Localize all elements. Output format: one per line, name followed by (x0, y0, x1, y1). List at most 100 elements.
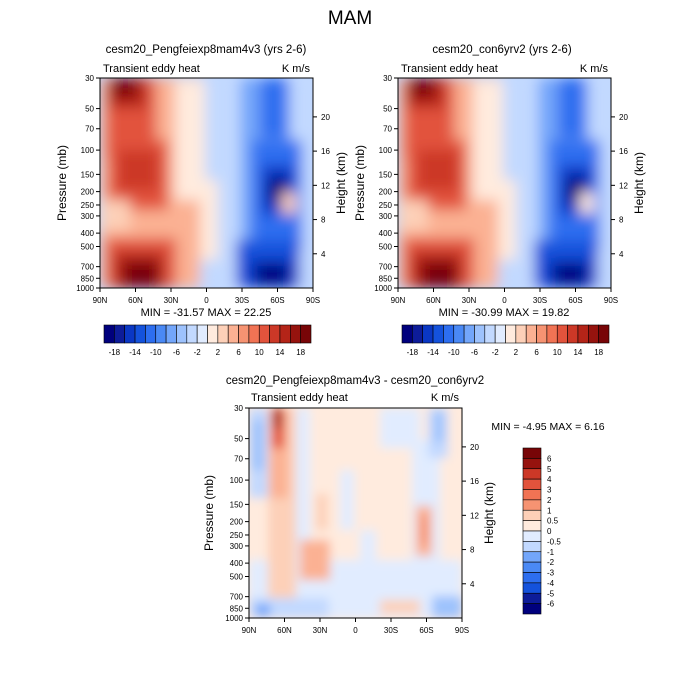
y-tick-label: 150 (230, 500, 244, 509)
colorbar-box (505, 324, 517, 344)
y-tick-label: 250 (379, 201, 393, 210)
colorbar: -18 -14 -10 -6 -2 2 6 10 14 18 (103, 324, 312, 357)
colorbar-label: -6 (547, 600, 555, 609)
x-tick-label: 60S (568, 296, 582, 305)
colorbar-box (567, 324, 579, 344)
y-tick-label: 850 (379, 274, 393, 283)
colorbar-label: 0.5 (547, 517, 559, 526)
y-tick-label: 300 (81, 212, 95, 221)
y2-tick-label: 4 (321, 250, 326, 259)
y2-tick-label: 16 (470, 477, 479, 486)
colorbar-box (186, 324, 198, 344)
y-tick-label: 700 (81, 263, 95, 272)
y-tick-label: 1000 (76, 284, 94, 293)
colorbar-box (422, 324, 434, 344)
stats-label: MIN = -31.57 MAX = 22.25 (141, 307, 272, 319)
colorbar-box (196, 324, 208, 344)
panel-units-label: K m/s (282, 63, 311, 75)
colorbar-box (176, 324, 188, 344)
panel-top-right: cesm20_con6yrv2 (yrs 2-6) Transient eddy… (353, 44, 646, 357)
colorbar-box (525, 324, 537, 344)
x-tick-label: 60N (426, 296, 441, 305)
panel-top-left: cesm20_Pengfeiexp8mam4v3 (yrs 2-6) Trans… (55, 44, 348, 357)
y2-tick-label: 12 (619, 181, 628, 190)
y-tick-label: 100 (230, 476, 244, 485)
y-tick-label: 300 (379, 212, 393, 221)
axes: 90N 60N 30N 0 30S 60S 90S 30 50 70 100 150 200 250 300… (225, 404, 479, 635)
x-tick-label: 60N (277, 626, 292, 635)
colorbar-box (238, 324, 250, 344)
colorbar-box (300, 324, 312, 344)
y-tick-label: 70 (234, 455, 243, 464)
x-tick-label: 30N (164, 296, 179, 305)
y-tick-label: 200 (379, 188, 393, 197)
y-tick-label: 150 (81, 170, 95, 179)
panel-title: cesm20_Pengfeiexp8mam4v3 - cesm20_con6yr… (226, 375, 484, 387)
y-tick-label: 100 (81, 146, 95, 155)
x-tick-label: 90N (242, 626, 257, 635)
panel-left-label: Transient eddy heat (103, 63, 200, 75)
colorbar-label: -10 (448, 348, 460, 357)
colorbar-label: -1 (547, 548, 555, 557)
colorbar-label: 6 (547, 454, 552, 463)
colorbar-label: -10 (150, 348, 162, 357)
y-tick-label: 850 (230, 604, 244, 613)
colorbar-box (484, 324, 496, 344)
colorbar-box (522, 561, 542, 573)
y2-tick-label: 8 (619, 216, 624, 225)
colorbar-box (536, 324, 548, 344)
colorbar-box (522, 582, 542, 594)
colorbar-label: 18 (594, 348, 603, 357)
y2-axis-label: Height (km) (482, 482, 496, 544)
colorbar-label: -3 (547, 569, 555, 578)
y-tick-label: 1000 (374, 284, 392, 293)
x-tick-label: 30S (533, 296, 547, 305)
panel-left-label: Transient eddy heat (401, 63, 498, 75)
colorbar-box (474, 324, 486, 344)
heatmap-field (249, 408, 462, 618)
colorbar-label: -4 (547, 579, 555, 588)
y2-axis-label: Height (km) (334, 152, 348, 214)
colorbar-label: 14 (573, 348, 582, 357)
colorbar-label: 6 (534, 348, 539, 357)
colorbar-box (248, 324, 260, 344)
y-tick-label: 50 (234, 435, 243, 444)
colorbar-label: -18 (109, 348, 121, 357)
panel-units-label: K m/s (431, 392, 460, 404)
colorbar-box (463, 324, 475, 344)
y-tick-label: 400 (379, 229, 393, 238)
colorbar-box (165, 324, 177, 344)
colorbar-label: 2 (547, 496, 552, 505)
colorbar-box (522, 520, 542, 532)
y-tick-label: 700 (230, 593, 244, 602)
colorbar-box (522, 489, 542, 501)
y-tick-label: 50 (85, 105, 94, 114)
y-axis-label: Pressure (mb) (55, 145, 69, 221)
colorbar-label: 10 (553, 348, 562, 357)
x-tick-label: 90S (604, 296, 618, 305)
colorbar-box (432, 324, 444, 344)
colorbar-label: 2 (514, 348, 519, 357)
colorbar-label: -5 (547, 589, 555, 598)
y-tick-label: 500 (230, 572, 244, 581)
colorbar-box (515, 324, 527, 344)
colorbar-box (289, 324, 301, 344)
y2-tick-label: 16 (619, 147, 628, 156)
x-tick-label: 90N (93, 296, 108, 305)
x-tick-label: 60S (270, 296, 284, 305)
y-tick-label: 150 (379, 170, 393, 179)
colorbar-label: 5 (547, 465, 552, 474)
x-tick-label: 60S (419, 626, 433, 635)
y-tick-label: 50 (383, 105, 392, 114)
colorbar-label: -6 (471, 348, 479, 357)
colorbar-label: 18 (296, 348, 305, 357)
colorbar: -6 -5-4-3 -2-1 -0.500.5 123 45 6 (522, 447, 561, 615)
colorbar-box (522, 447, 542, 459)
colorbar-box (522, 530, 542, 542)
y-tick-label: 1000 (225, 614, 243, 623)
y-tick-label: 500 (379, 242, 393, 251)
colorbar-box (522, 458, 542, 470)
colorbar-label: 0 (547, 527, 552, 536)
panel-title: cesm20_con6yrv2 (yrs 2-6) (432, 44, 571, 56)
